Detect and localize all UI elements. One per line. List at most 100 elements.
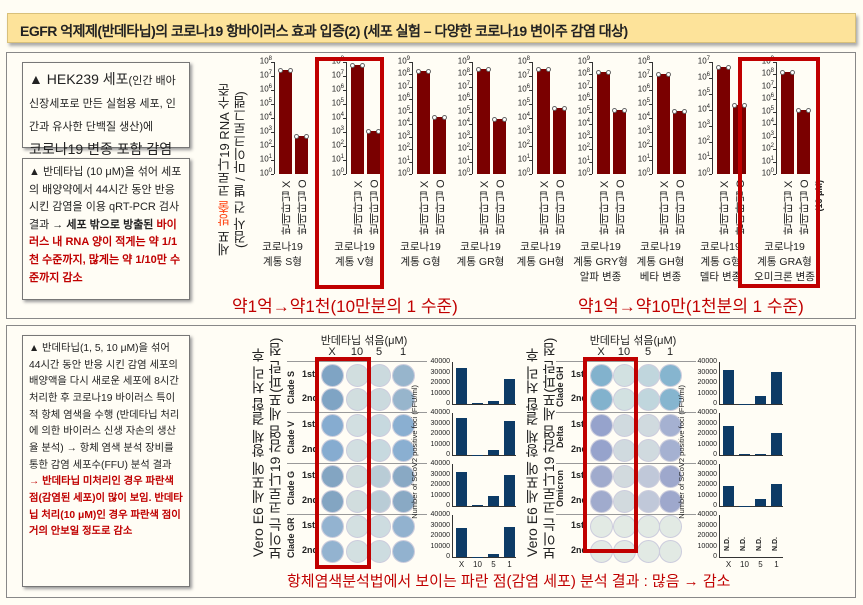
bar-label: 반데타닙 X [281, 180, 293, 235]
y-tick [529, 76, 532, 77]
y-tick [773, 161, 776, 163]
ffu-y-tick-label: 40000 [697, 358, 717, 365]
clade-label: Omicron [555, 469, 565, 507]
y-axis [346, 62, 347, 174]
ffu-x-tick-label: X [725, 560, 732, 569]
y-tick [773, 111, 776, 113]
ffu-bar [488, 401, 499, 404]
y-tick [529, 132, 532, 133]
plate-well [321, 540, 344, 563]
y-tick-label: 106 [761, 93, 774, 103]
ffu-y-tick-label: 30000 [430, 368, 450, 376]
bar-untreated [657, 73, 670, 174]
well-stain [591, 415, 612, 436]
ffu-y-tick-label: 0 [713, 502, 717, 509]
y-tick-label: 102 [397, 143, 410, 153]
ffu-x-axis [719, 455, 783, 456]
top-chart-3: 100 101 102 103 104 105 106 107 108 109 반데타닙 X 반데타닙… [448, 0, 513, 290]
ffu-x-axis [719, 404, 783, 405]
y-tick-label: 100 [577, 168, 590, 178]
group-label: 코로나19 계통 G형 [383, 240, 458, 270]
data-point [442, 114, 447, 120]
y-tick-label: 105 [259, 98, 272, 108]
plate-divider [556, 361, 696, 362]
plate-well [321, 364, 344, 387]
plate-well [321, 465, 344, 488]
well-stain [660, 365, 681, 386]
caption-right: 약1억→약10만(1천분의 1 수준) [578, 297, 804, 316]
plate-column-label: 5 [644, 346, 652, 358]
y-tick-label: 108 [761, 68, 774, 79]
ffu-bar [504, 475, 515, 506]
ffu-y-tick-label: 30000 [697, 470, 717, 478]
group-label-line: 계통 G형 [700, 256, 741, 269]
y-tick [343, 160, 346, 161]
group-label-line: 코로나19 [640, 241, 681, 253]
plate-well [368, 414, 391, 437]
plate-well [346, 515, 369, 538]
ffu-y-tick-label: 20000 [430, 379, 450, 386]
data-point [304, 134, 309, 140]
ffu-y-tick-label: 20000 [697, 481, 717, 488]
bar-label: 반데타닙 X [659, 180, 671, 235]
plate-well [637, 364, 660, 387]
bar-untreated [781, 72, 794, 174]
data-point [486, 66, 491, 72]
side-label-1: Vero E6 세포에 항체 결합 처리 후 [250, 347, 266, 558]
well-stain [614, 440, 635, 461]
y-tick-label: 102 [259, 140, 272, 150]
y-tick-label: 102 [697, 136, 710, 146]
data-point [612, 107, 617, 113]
ffu-y-tick-label: 0 [446, 400, 450, 407]
y-tick [343, 174, 346, 175]
group-label: 코로나19 계통 S형 [245, 240, 320, 270]
ffu-y-axis [719, 362, 720, 404]
ffu-y-tick-label: 20000 [430, 481, 450, 488]
plate-column-label: 1 [666, 346, 674, 358]
ffu-y-tick-label: 40000 [430, 511, 450, 518]
well-stain [614, 466, 635, 487]
well-stain [638, 440, 659, 461]
ffu-y-tick-label: 30000 [430, 521, 450, 529]
ffu-y-tick-label: 0 [713, 400, 717, 407]
plate-well [659, 414, 682, 437]
y-tick-label: 107 [577, 80, 590, 91]
ylabel-pre: 세포 [217, 226, 232, 257]
bar-untreated [537, 69, 550, 174]
y-tick [409, 74, 412, 76]
plate-well [368, 515, 391, 538]
y-tick [589, 174, 592, 175]
y-tick-label: 103 [577, 130, 590, 141]
y-tick [589, 161, 592, 163]
y-tick-label: 107 [517, 70, 530, 80]
y-tick-label: 105 [637, 98, 650, 108]
y-tick-label: 109 [577, 56, 590, 66]
ffu-bar [755, 498, 766, 506]
plate-header: 반데타닙 섞음(μM) [589, 335, 677, 347]
ylabel-post: 코로나19 RNA 수준 [217, 83, 232, 201]
y-tick [271, 62, 274, 63]
y-tick [709, 126, 712, 127]
data-point [416, 68, 421, 74]
ffu-y-axis [719, 464, 720, 506]
plate-divider [287, 361, 427, 362]
bar-treated [295, 136, 308, 174]
y-tick [589, 111, 592, 113]
well-stain [660, 415, 681, 436]
bar-label: 반데타닙 X [479, 180, 491, 235]
data-point [606, 70, 611, 76]
y-axis [274, 62, 275, 174]
y-tick [773, 149, 776, 151]
group-label-line: 계통 GRY형 [573, 256, 628, 269]
well-stain [614, 389, 635, 410]
well-stain [660, 541, 681, 562]
highlight-box-plates-right [583, 357, 638, 553]
bar-treated [613, 109, 626, 174]
y-tick-label: 104 [577, 118, 590, 128]
bar-untreated [717, 66, 730, 174]
y-tick-label: 100 [331, 168, 344, 178]
group-label-line: 계통 GH형 [516, 256, 565, 269]
replicate-label: 1st [302, 419, 316, 429]
bar-untreated [597, 72, 610, 174]
y-tick-label: 101 [331, 154, 344, 164]
